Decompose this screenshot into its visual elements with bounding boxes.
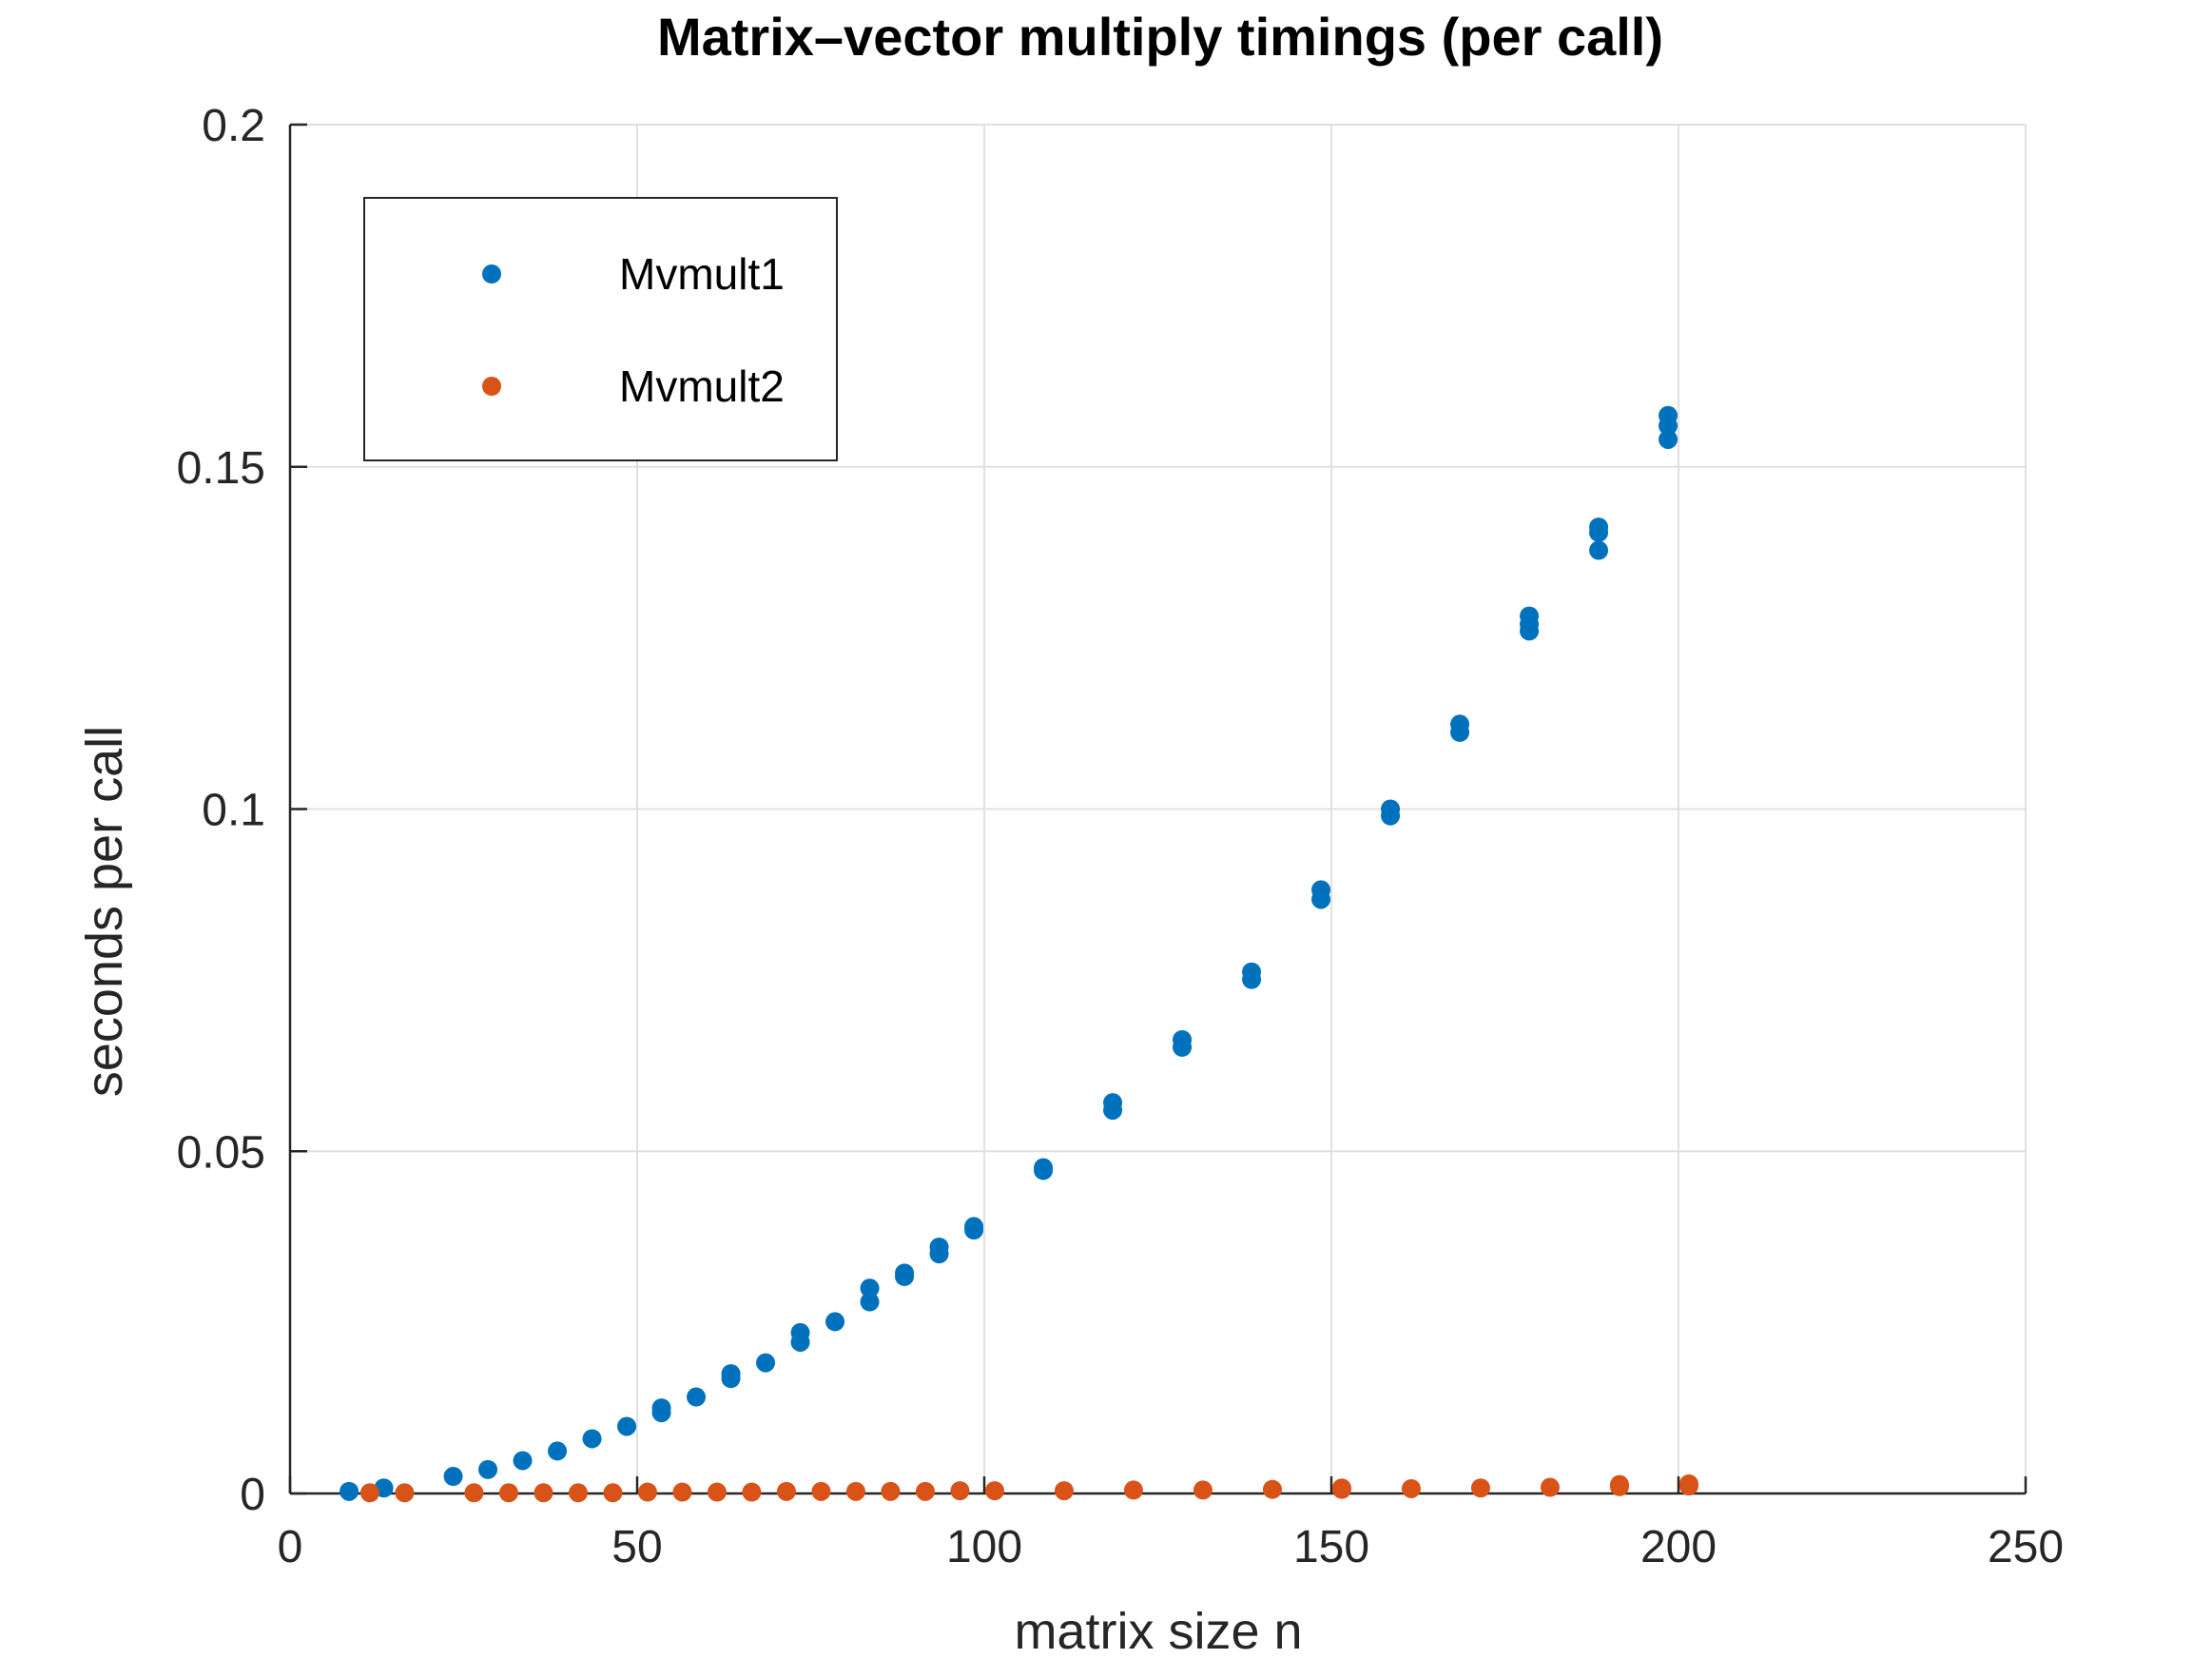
data-point [984, 1481, 1004, 1501]
data-point [548, 1441, 568, 1461]
data-point [895, 1263, 915, 1283]
data-point [1678, 1474, 1698, 1493]
data-point [568, 1483, 588, 1503]
data-point [637, 1482, 657, 1502]
y-axis-label: seconds per call [76, 726, 133, 1097]
y-tick-label: 0 [240, 1470, 265, 1520]
data-point [1262, 1479, 1282, 1499]
data-point [1470, 1478, 1490, 1498]
y-tick-label: 0.15 [177, 443, 265, 494]
data-point [964, 1220, 984, 1239]
data-point [845, 1481, 865, 1501]
legend-box [363, 197, 838, 461]
data-point [359, 1483, 379, 1503]
data-point [651, 1398, 671, 1418]
legend-label-mvmult2: Mvmult2 [619, 361, 785, 411]
data-point [1242, 962, 1262, 982]
data-point [603, 1483, 623, 1503]
data-point [929, 1237, 949, 1257]
data-point [1659, 405, 1678, 425]
data-point [825, 1312, 845, 1332]
series-mvmult1 [340, 405, 1678, 1501]
data-point [1103, 1093, 1123, 1113]
x-tick-label: 200 [1640, 1522, 1717, 1572]
data-point [707, 1482, 727, 1502]
data-point [1401, 1478, 1421, 1498]
data-point [1520, 606, 1540, 626]
data-point [776, 1481, 796, 1501]
data-point [1381, 799, 1401, 819]
data-point [950, 1481, 970, 1501]
data-point [860, 1278, 880, 1298]
legend-label-mvmult1: Mvmult1 [619, 249, 785, 299]
data-point [790, 1322, 810, 1342]
x-tick-label: 150 [1293, 1522, 1369, 1572]
grid [290, 124, 2027, 1493]
data-point [534, 1483, 553, 1503]
x-tick-label: 100 [946, 1522, 1022, 1572]
legend-marker-mvmult1 [482, 264, 501, 283]
data-point [881, 1481, 901, 1501]
data-point [617, 1416, 637, 1436]
data-point [1589, 540, 1609, 560]
data-point [340, 1481, 359, 1501]
x-tick-labels: 0 50 100 150 200 250 [278, 1522, 2064, 1572]
y-tick-label: 0.05 [177, 1127, 265, 1178]
data-point [860, 1292, 880, 1312]
x-axis-label: matrix size n [1014, 1603, 1302, 1659]
chart-title: Matrix–vector multiply timings (per call… [657, 7, 1663, 67]
x-tick-label: 250 [1988, 1522, 2064, 1572]
data-point [443, 1467, 463, 1487]
data-point [1173, 1029, 1193, 1049]
data-points [340, 405, 1698, 1503]
y-tick-label: 0.2 [202, 101, 265, 151]
data-point [395, 1483, 415, 1503]
data-point [478, 1459, 498, 1479]
data-point [1034, 1158, 1054, 1178]
data-point [1331, 1478, 1351, 1498]
data-point [1193, 1480, 1213, 1500]
data-point [1311, 880, 1331, 900]
data-point [1123, 1480, 1143, 1500]
data-point [1054, 1481, 1074, 1501]
x-tick-label: 50 [611, 1522, 662, 1572]
data-point [1659, 429, 1678, 449]
data-point [721, 1364, 741, 1384]
data-point [672, 1482, 692, 1502]
legend-marker-mvmult2 [482, 377, 501, 396]
data-point [742, 1482, 762, 1502]
legend: Mvmult1 Mvmult2 [363, 197, 838, 461]
y-tick-label: 0.1 [202, 786, 265, 836]
data-point [1540, 1477, 1560, 1497]
data-point [687, 1387, 707, 1407]
data-point [915, 1481, 935, 1501]
y-tick-labels: 0 0.05 0.1 0.15 0.2 [177, 101, 265, 1520]
data-point [582, 1429, 602, 1449]
data-point [498, 1483, 518, 1503]
data-point [513, 1451, 533, 1471]
series-mvmult2 [359, 1474, 1698, 1503]
data-point [756, 1353, 776, 1373]
data-point [1609, 1474, 1629, 1494]
data-point [464, 1483, 484, 1503]
x-tick-label: 0 [278, 1522, 303, 1572]
data-point [811, 1481, 831, 1501]
data-point [1450, 714, 1470, 734]
data-point [1589, 517, 1609, 537]
